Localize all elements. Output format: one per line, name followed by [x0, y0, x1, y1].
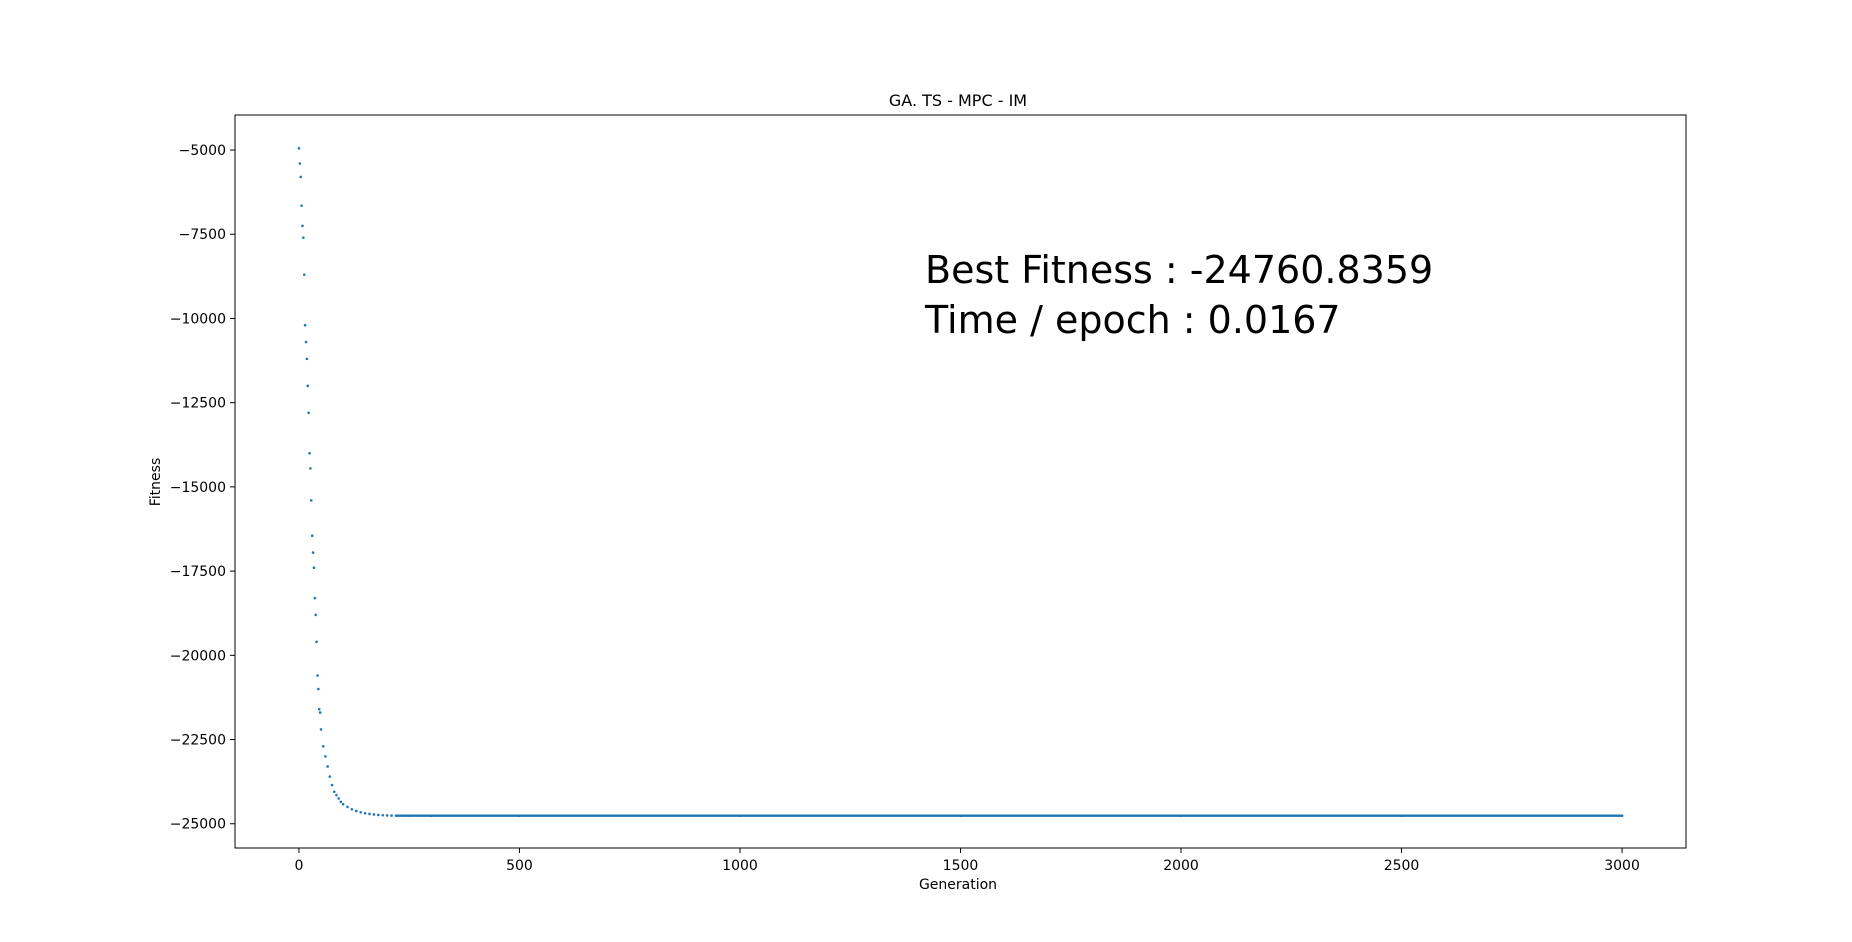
data-point [310, 534, 314, 538]
data-point [346, 805, 349, 809]
x-tick-label: 1500 [943, 858, 979, 874]
data-point [307, 411, 310, 415]
chart-title: GA. TS - MPC - IM [889, 91, 1027, 110]
data-point [350, 807, 354, 811]
y-tick-label: −10000 [170, 311, 226, 327]
data-point [337, 797, 340, 800]
data-point [377, 813, 380, 817]
y-tick-label: −22500 [170, 733, 226, 749]
data-point [302, 236, 305, 239]
x-axis-label: Generation [919, 877, 997, 893]
x-axis-ticks: 0 500 1000 1500 2000 2500 3000 [294, 848, 1640, 874]
y-tick-label: −25000 [170, 817, 226, 833]
plot-area: 0 500 1000 1500 2000 2500 3000 −5000 −7500 −1000… [170, 114, 1687, 874]
data-point [328, 775, 332, 778]
data-point [339, 800, 343, 804]
data-point [303, 323, 307, 327]
data-point [326, 765, 329, 768]
data-point [315, 640, 318, 644]
data-point [381, 813, 385, 817]
data-point [314, 613, 318, 617]
data-point [306, 384, 310, 388]
data-point [354, 809, 358, 813]
data-point [363, 812, 367, 815]
data-point [304, 340, 308, 344]
data-point [302, 273, 306, 276]
x-tick-label: 3000 [1604, 858, 1640, 874]
y-tick-label: −5000 [179, 143, 226, 159]
data-point [324, 755, 327, 758]
data-point [308, 451, 311, 455]
data-point [301, 224, 304, 228]
y-tick-label: −15000 [170, 480, 226, 496]
data-point [359, 810, 362, 814]
data-point [330, 783, 334, 787]
y-tick-label: −12500 [170, 396, 226, 412]
y-axis-ticks: −5000 −7500 −10000 −12500 −15000 −17500 −20000… [170, 143, 235, 833]
data-point [385, 814, 389, 817]
best-fitness-annotation: Best Fitness : -24760.8359 [925, 248, 1433, 292]
data-point [317, 707, 321, 711]
data-point [335, 793, 338, 797]
data-point [390, 814, 393, 817]
y-axis-label: Fitness [148, 458, 164, 507]
x-tick-label: 500 [506, 858, 533, 874]
data-point [299, 175, 303, 179]
x-tick-label: 2500 [1384, 858, 1420, 874]
y-tick-label: −17500 [170, 564, 226, 580]
data-point [313, 596, 317, 600]
data-point [298, 162, 302, 165]
data-point [311, 551, 315, 554]
data-point [332, 790, 336, 794]
data-point [341, 802, 345, 806]
y-tick-label: −20000 [170, 648, 226, 664]
data-point [309, 499, 313, 502]
data-point [305, 357, 309, 361]
x-tick-label: 2000 [1163, 858, 1199, 874]
data-point [321, 744, 325, 748]
data-point [297, 147, 301, 150]
x-tick-label: 0 [294, 858, 303, 874]
data-point [372, 813, 376, 816]
data-point [318, 711, 322, 714]
data-points [297, 147, 1624, 817]
data-point [312, 566, 316, 570]
data-point [368, 812, 371, 816]
data-point [300, 204, 303, 207]
data-point [317, 687, 320, 691]
data-point [316, 674, 319, 677]
data-point [319, 728, 323, 731]
x-tick-label: 1000 [722, 858, 758, 874]
y-tick-label: −7500 [179, 227, 226, 243]
time-per-epoch-annotation: Time / epoch : 0.0167 [924, 298, 1341, 342]
data-point [309, 467, 312, 470]
